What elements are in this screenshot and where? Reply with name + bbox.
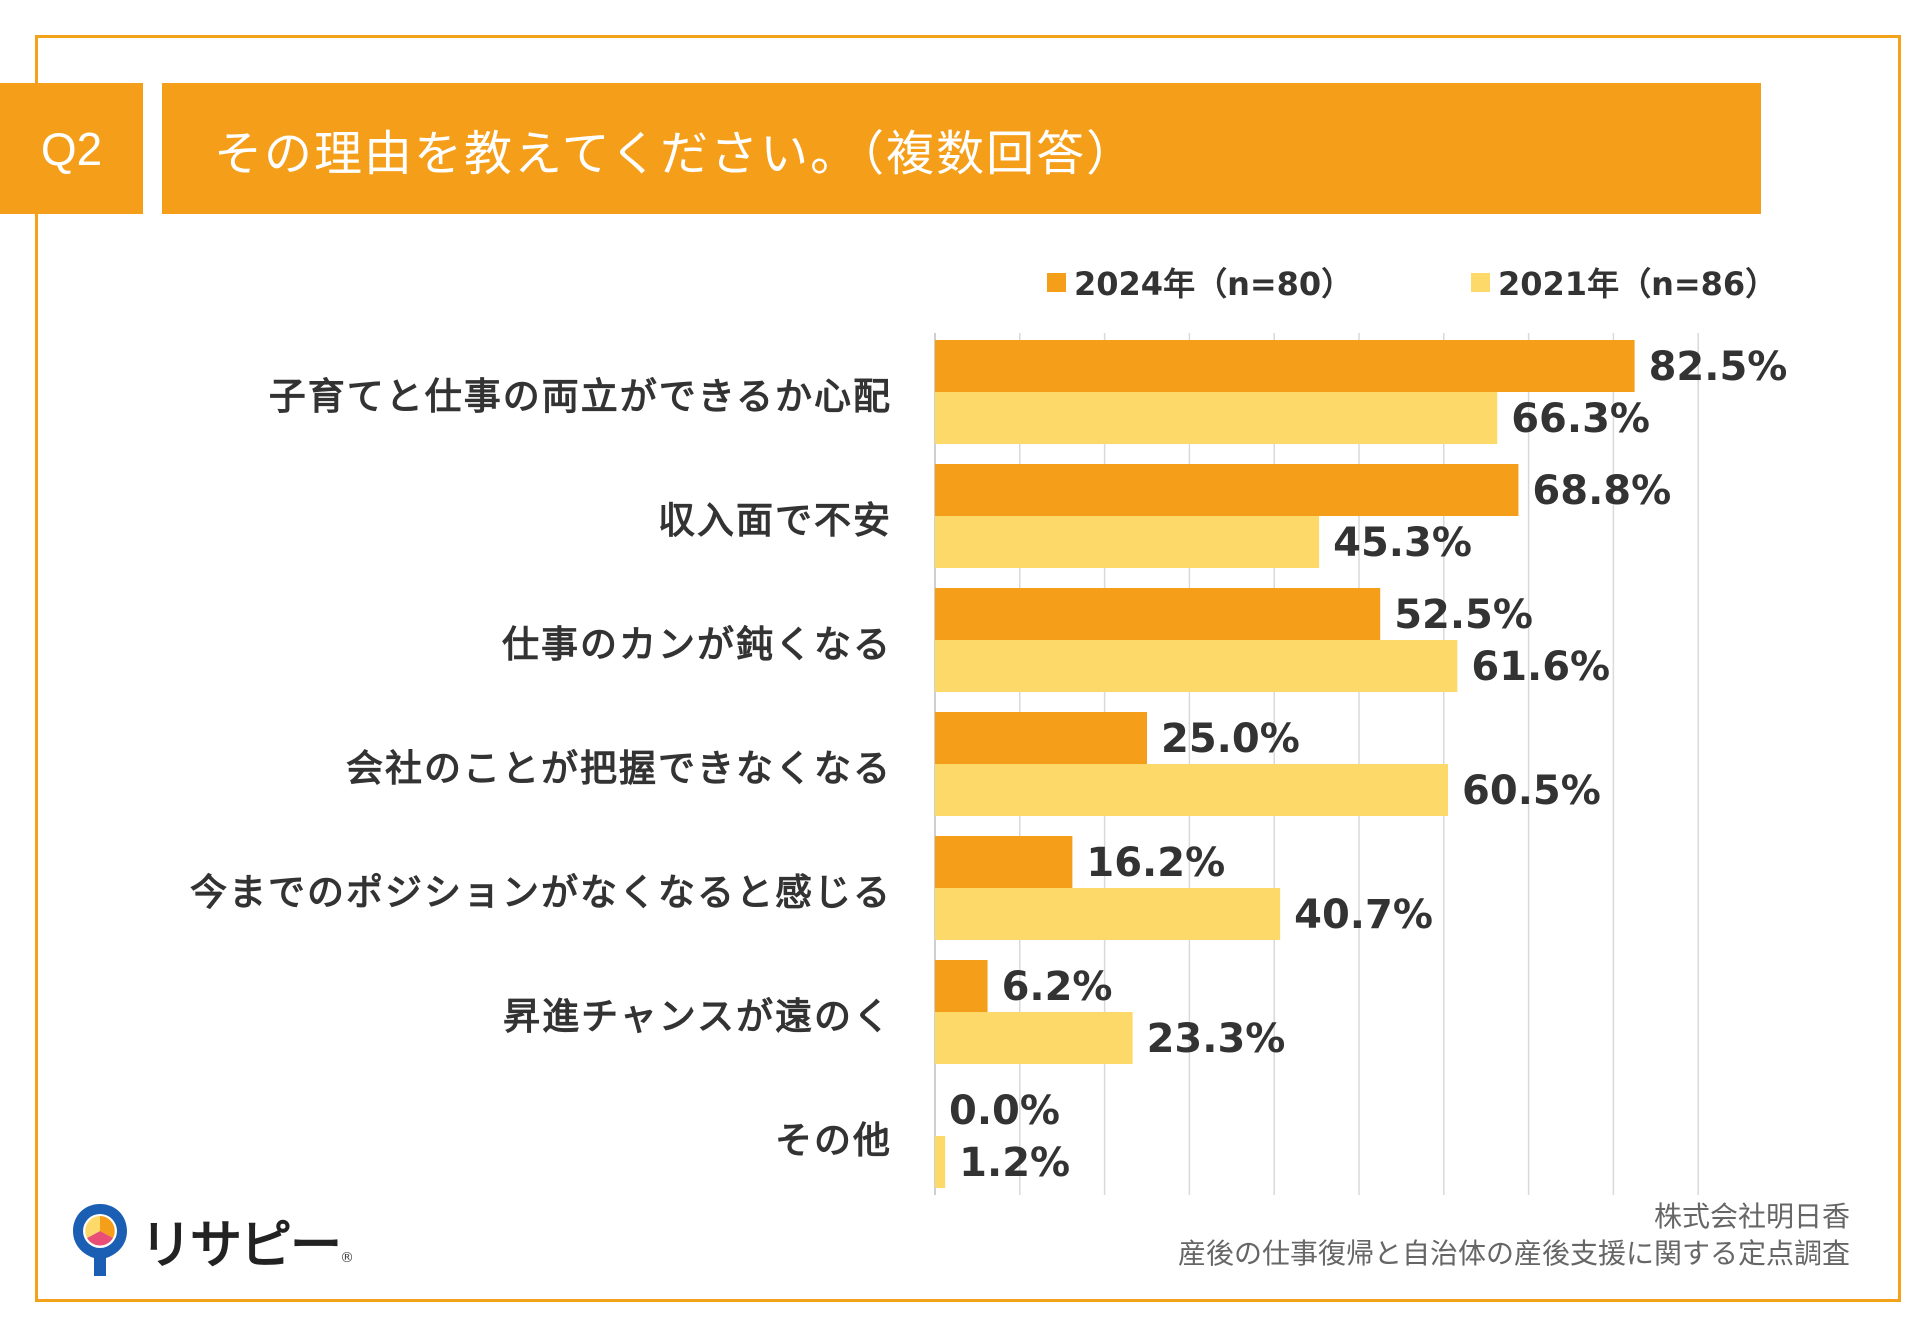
footer-company: 株式会社明日香 (1653, 1200, 1850, 1233)
bar-2024-2 (935, 588, 1381, 640)
bar-2021-0 (935, 392, 1498, 444)
footer-survey: 産後の仕事復帰と自治体の産後支援に関する定点調査 (1177, 1237, 1850, 1270)
category-label-3: 会社のことが把握できなくなる (346, 747, 892, 790)
bar-2021-2 (935, 640, 1458, 692)
data-label-2024-1: 68.8% (1532, 468, 1671, 514)
question-title: その理由を教えてください。（複数回答） (214, 125, 1137, 182)
data-label-2024-5: 6.2% (1002, 964, 1113, 1010)
bar-2024-5 (935, 960, 988, 1012)
data-label-2024-6: 0.0% (949, 1088, 1060, 1134)
data-label-2021-4: 40.7% (1294, 892, 1433, 938)
bar-2021-4 (935, 888, 1281, 940)
data-label-2021-0: 66.3% (1511, 396, 1650, 442)
category-label-4: 今までのポジションがなくなると感じる (190, 871, 892, 914)
bar-2021-1 (935, 516, 1320, 568)
legend-item-2021: 2021年（n=86） (1471, 262, 1778, 303)
category-label-2: 仕事のカンが鈍くなる (502, 623, 892, 666)
question-number: Q2 (40, 122, 103, 175)
data-label-2021-5: 23.3% (1147, 1016, 1286, 1062)
bar-2021-3 (935, 764, 1449, 816)
question-number-badge: Q2 (0, 83, 143, 214)
logo: リサピー ® (70, 1200, 354, 1280)
data-label-2024-3: 25.0% (1161, 716, 1300, 762)
logo-pin-icon (73, 1204, 127, 1276)
data-label-2021-6: 1.2% (959, 1140, 1070, 1186)
bar-2021-6 (935, 1136, 946, 1188)
data-label-2021-1: 45.3% (1333, 520, 1472, 566)
bar-2024-0 (935, 340, 1635, 392)
bar-2024-4 (935, 836, 1073, 888)
legend-swatch-2021 (1471, 272, 1490, 292)
chart-frame (35, 35, 1901, 1302)
bar-2021-5 (935, 1012, 1133, 1064)
legend-item-2024: 2024年（n=80） (1047, 262, 1354, 303)
bar-2024-3 (935, 712, 1147, 764)
legend-swatch-2024 (1047, 272, 1066, 292)
data-label-2021-2: 61.6% (1471, 644, 1610, 690)
category-label-6: その他 (775, 1119, 892, 1162)
data-label-2021-3: 60.5% (1462, 768, 1601, 814)
data-label-2024-2: 52.5% (1394, 592, 1533, 638)
category-label-1: 収入面で不安 (658, 499, 892, 542)
category-label-5: 昇進チャンスが遠のく (503, 995, 892, 1038)
data-label-2024-4: 16.2% (1086, 840, 1225, 886)
bar-2024-1 (935, 464, 1519, 516)
legend-label-2021: 2021年（n=86） (1498, 265, 1778, 303)
logo-text: リサピー (140, 1215, 342, 1276)
data-label-2024-0: 82.5% (1649, 344, 1788, 390)
logo-registered-mark: ® (340, 1250, 355, 1266)
question-title-bar: その理由を教えてください。（複数回答） (162, 83, 1761, 214)
category-label-0: 子育てと仕事の両立ができるか心配 (268, 375, 892, 418)
legend-label-2024: 2024年（n=80） (1074, 265, 1354, 303)
